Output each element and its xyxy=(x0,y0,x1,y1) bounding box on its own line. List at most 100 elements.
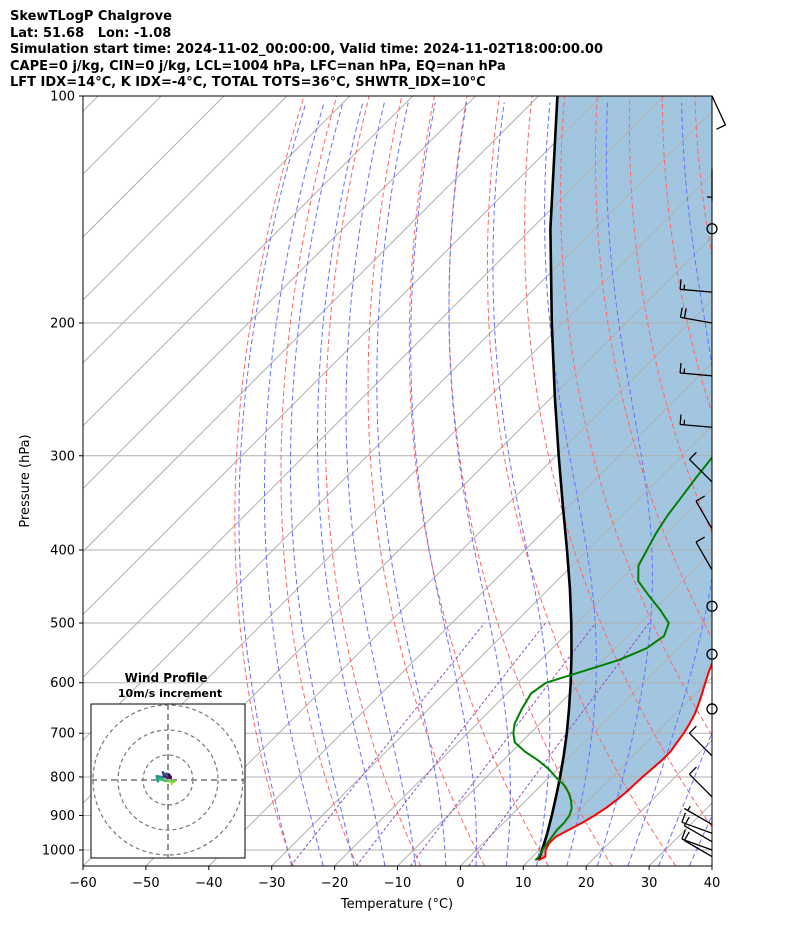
dry-adiabat-line xyxy=(661,96,712,415)
isotherm-line xyxy=(775,96,794,866)
wind-barb-flag xyxy=(681,812,687,823)
wind-barb-half-flag xyxy=(687,805,691,811)
hodograph-title: Wind Profile xyxy=(125,671,208,685)
y-tick-label: 500 xyxy=(50,617,75,632)
y-tick-label: 700 xyxy=(50,727,75,742)
wind-barb xyxy=(683,831,713,858)
x-axis-label: Temperature (°C) xyxy=(340,897,453,912)
dry-adiabat-line xyxy=(560,96,712,737)
isotherm-line xyxy=(711,865,712,866)
isotherm-line xyxy=(460,613,712,866)
chart-header: SkewTLogP Chalgrove Lat: 51.68 Lon: -1.0… xyxy=(10,9,603,92)
moist-adiabat-line xyxy=(410,102,477,866)
wind-barb xyxy=(707,169,713,202)
x-tick-label: −20 xyxy=(321,876,348,891)
hodograph-subtitle: 10m/s increment xyxy=(118,687,222,700)
wind-barb-staff xyxy=(688,732,713,757)
wind-barb-staff xyxy=(695,500,713,530)
x-tick-label: −40 xyxy=(195,876,222,891)
moist-adiabat-line xyxy=(345,102,416,866)
moist-adiabat-line xyxy=(376,102,447,866)
wind-barb-flag xyxy=(679,279,682,290)
wind-barb xyxy=(679,362,713,377)
dry-adiabat-line xyxy=(324,96,422,866)
isotherm-line xyxy=(83,96,476,490)
title-location: Lat: 51.68 Lon: -1.08 xyxy=(10,25,172,41)
moist-adiabat-line xyxy=(658,731,712,866)
wind-barb-flag xyxy=(683,816,690,827)
y-tick-label: 800 xyxy=(50,770,75,785)
wind-barb-staff xyxy=(681,838,713,851)
dry-adiabat-line xyxy=(234,96,305,866)
wind-barb xyxy=(683,816,713,843)
wind-barb-flag xyxy=(683,308,687,319)
wind-barb-staff xyxy=(680,372,713,377)
title-times: Simulation start time: 2024-11-02_00:00:… xyxy=(10,42,603,57)
wind-barb-staff xyxy=(683,807,713,826)
cape-cin-shading xyxy=(538,96,712,861)
wind-barb-flag xyxy=(688,766,697,775)
wind-barb-staff xyxy=(683,825,713,843)
isotherm-line xyxy=(522,676,712,866)
isotherm-line xyxy=(83,110,712,741)
wind-barb-flag xyxy=(716,124,726,130)
wind-barb-calm xyxy=(706,648,718,660)
title-cape-line: CAPE=0 j/kg, CIN=0 j/kg, LCL=1004 hPa, L… xyxy=(10,58,506,74)
wind-barb-flag xyxy=(679,307,683,318)
dry-adiabat-line xyxy=(594,96,712,640)
wind-barb xyxy=(711,95,727,130)
dry-adiabat-line xyxy=(367,96,485,866)
x-tick-label: 20 xyxy=(578,876,595,891)
wind-barb-calm xyxy=(706,223,718,235)
isotherm-line xyxy=(83,96,665,679)
wind-barb xyxy=(679,414,713,428)
moist-adiabat-line xyxy=(492,102,551,866)
moist-adiabat-line xyxy=(264,102,325,866)
moist-adiabat-line xyxy=(238,102,307,866)
isotherm-line xyxy=(397,550,712,866)
wind-barb-staff xyxy=(681,821,713,834)
x-tick-label: −50 xyxy=(132,876,159,891)
wind-barb-calm xyxy=(706,600,718,612)
hodograph-area xyxy=(91,704,245,858)
isotherm-line xyxy=(145,299,712,866)
title-station: SkewTLogP Chalgrove xyxy=(10,9,172,24)
moist-adiabat-line xyxy=(720,103,794,867)
y-tick-label: 900 xyxy=(50,809,75,824)
wind-barb xyxy=(688,766,713,798)
dry-adiabat-line xyxy=(408,96,549,866)
wind-barb-staff xyxy=(695,541,713,571)
isotherm-line xyxy=(83,96,225,238)
isotherm-line xyxy=(271,424,712,866)
mixing-ratio-line xyxy=(355,622,546,866)
wind-barb-flag xyxy=(683,831,690,841)
wind-barb-calm xyxy=(706,703,718,715)
wind-barb-staff xyxy=(680,316,713,324)
wind-barb-flag xyxy=(688,451,697,460)
x-tick-label: 30 xyxy=(641,876,658,891)
wind-barb-staff xyxy=(711,95,727,126)
wind-barb-flag xyxy=(679,362,682,374)
wind-barb xyxy=(688,451,713,483)
wind-barb xyxy=(679,307,713,324)
hodograph-trace-segment xyxy=(167,773,172,779)
temperature-line xyxy=(537,661,712,862)
y-tick-label: 600 xyxy=(50,676,75,691)
wind-barb-flag xyxy=(695,536,706,543)
isotherm-line xyxy=(83,96,351,364)
wind-barb xyxy=(695,495,713,530)
isotherm-line xyxy=(334,487,712,866)
y-tick-label: 1000 xyxy=(42,844,75,859)
y-tick-label: 100 xyxy=(50,90,75,105)
x-tick-label: −10 xyxy=(384,876,411,891)
moist-adiabat-line xyxy=(448,102,511,866)
wind-barb-staff xyxy=(680,423,713,428)
moist-adiabat-line xyxy=(317,102,386,866)
wind-barb xyxy=(695,536,713,571)
dry-adiabat-line xyxy=(760,96,794,866)
dry-adiabat-line xyxy=(486,96,677,866)
x-tick-label: 10 xyxy=(515,876,532,891)
title-indices-line: LFT IDX=14°C, K IDX=-4°C, TOTAL TOTS=36°… xyxy=(10,75,486,90)
wind-barb-flag xyxy=(695,495,706,502)
